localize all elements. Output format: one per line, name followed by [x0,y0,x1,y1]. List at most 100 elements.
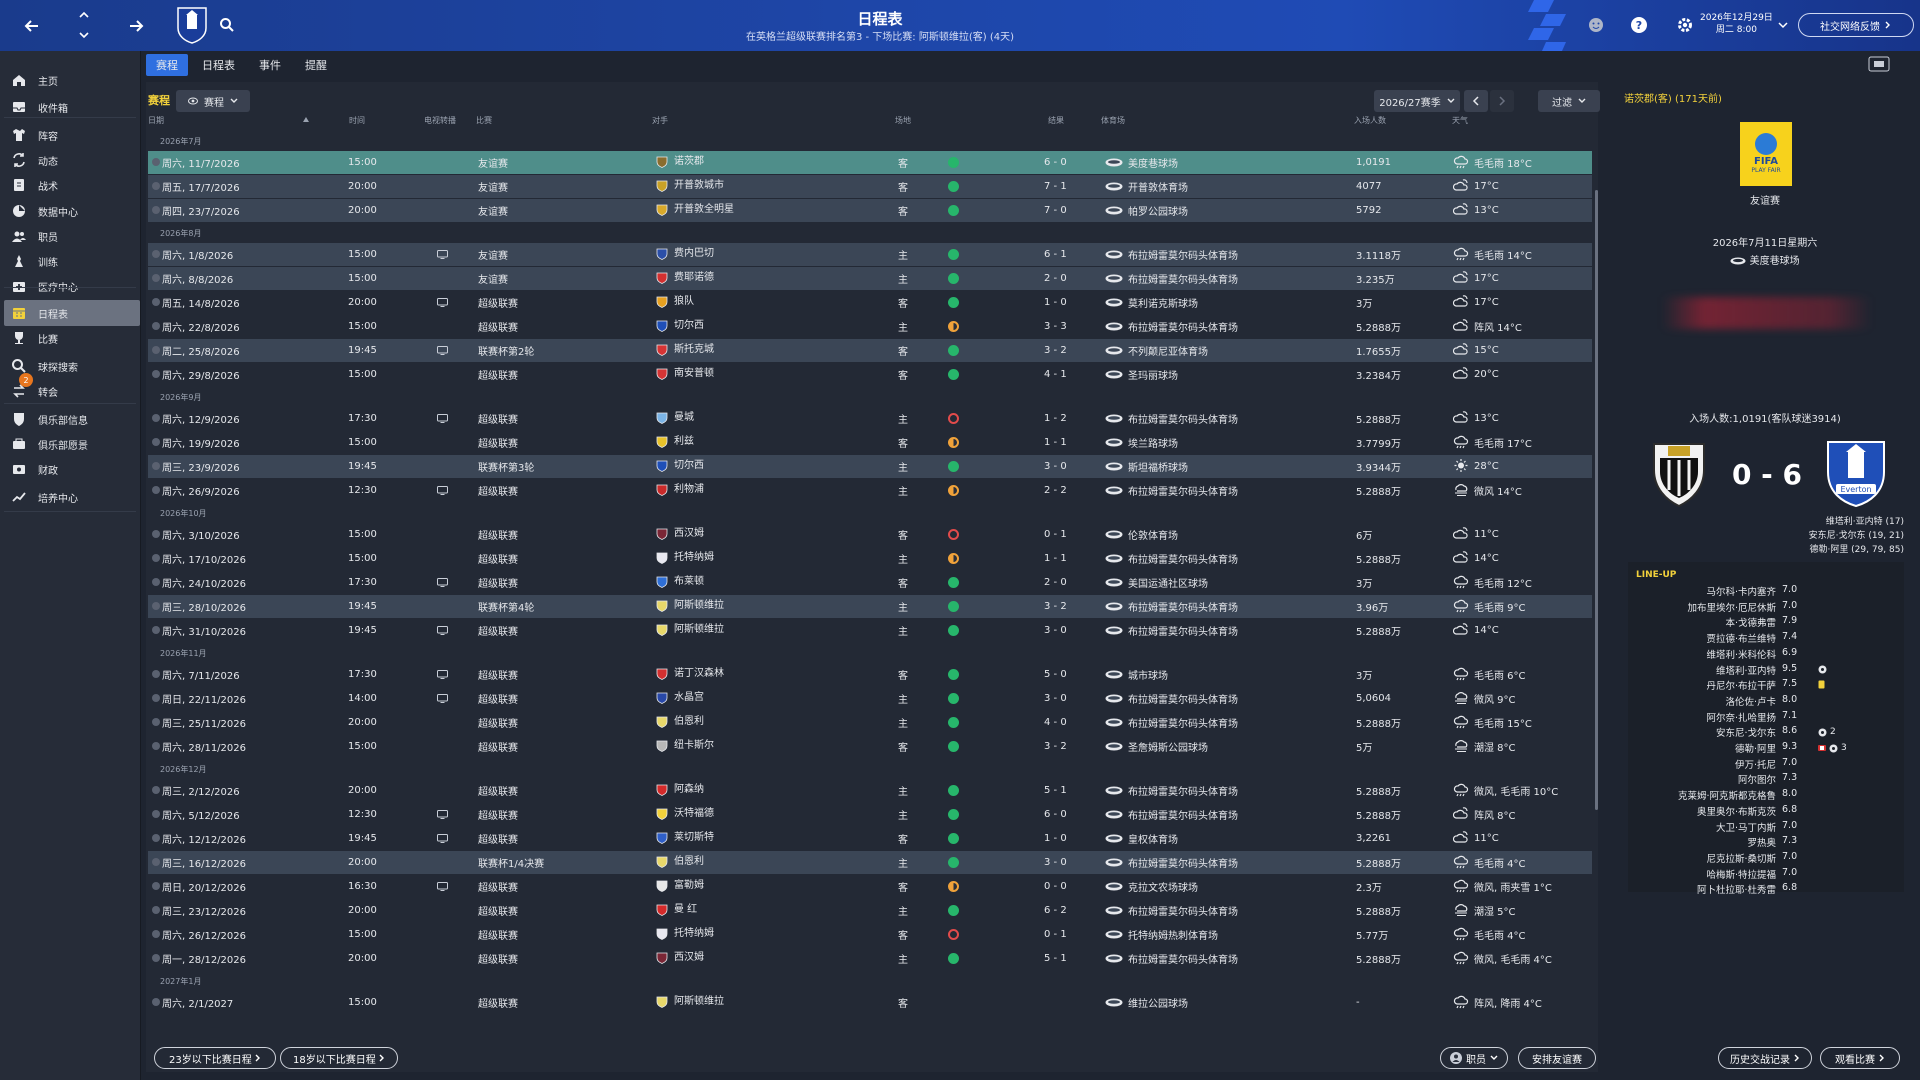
fixture-row[interactable]: 周六, 3/10/2026 15:00 超级联赛 西汉姆 客 0 - 1 伦敦体育场 6万 11… [148,523,1592,546]
fixture-competition[interactable]: 超级联赛 [478,999,518,1010]
sidebar-item-inbox[interactable]: 收件箱 [4,94,140,120]
fixture-competition[interactable]: 友谊赛 [478,275,508,286]
col-head-result[interactable]: 结果 [1048,116,1064,125]
fixture-competition[interactable]: 联赛杯第2轮 [478,347,535,358]
forward-button[interactable] [124,14,148,38]
fixture-score[interactable]: 0 - 1 [1044,929,1067,940]
fixture-score[interactable]: 5 - 1 [1044,953,1067,964]
fixture-opponent[interactable]: 曼 红 [674,904,698,915]
help-button[interactable]: ? [1628,14,1650,36]
sidebar-item-trophy[interactable]: 比赛 [4,325,140,351]
match-summary-title[interactable]: 诺茨郡(客) (171天前) [1624,94,1722,105]
col-head-competition[interactable]: 比赛 [476,116,492,125]
fixture-opponent[interactable]: 西汉姆 [674,952,704,963]
sidebar-item-shirt[interactable]: 阵容 [4,122,140,148]
view-dropdown[interactable]: 赛程 [176,90,250,112]
lineup-player-row[interactable]: 马尔科·卡内塞齐 7.0 [1628,584,1904,599]
row-select-dot[interactable] [152,370,160,378]
row-select-dot[interactable] [152,858,160,866]
fixture-score[interactable]: 6 - 0 [1044,809,1067,820]
fixture-score[interactable]: 6 - 1 [1044,249,1067,260]
fixture-competition[interactable]: 超级联赛 [478,907,518,918]
row-select-dot[interactable] [152,274,160,282]
fixture-opponent[interactable]: 托特纳姆 [674,928,714,939]
fixture-opponent[interactable]: 狼队 [674,296,694,307]
arrange-friendly-button[interactable]: 安排友谊赛 [1518,1047,1596,1069]
fixture-score[interactable]: 1 - 1 [1044,437,1067,448]
fixture-competition[interactable]: 超级联赛 [478,787,518,798]
fixture-opponent[interactable]: 富勒姆 [674,880,704,891]
fixture-score[interactable]: 6 - 0 [1044,157,1067,168]
fixture-score[interactable]: 5 - 0 [1044,669,1067,680]
row-select-dot[interactable] [152,694,160,702]
fixture-row[interactable]: 周六, 17/10/2026 15:00 超级联赛 托特纳姆 主 1 - 1 布拉姆雷莫尔码… [148,547,1592,570]
fixture-opponent[interactable]: 沃特福德 [674,808,714,819]
fixture-competition[interactable]: 超级联赛 [478,579,518,590]
lineup-player-row[interactable]: 阿卜杜拉耶·杜秀雷 6.8 [1628,882,1904,897]
fixture-score[interactable]: 1 - 0 [1044,297,1067,308]
fixture-competition[interactable]: 超级联赛 [478,555,518,566]
fixture-score[interactable]: 3 - 2 [1044,601,1067,612]
fixture-row[interactable]: 周六, 8/8/2026 15:00 友谊赛 费耶诺德 主 2 - 0 布拉姆雷莫尔码头体育… [148,267,1592,290]
row-select-dot[interactable] [152,322,160,330]
lineup-player-row[interactable]: 丹尼尔·布拉干萨 7.5 [1628,678,1904,693]
row-select-dot[interactable] [152,206,160,214]
sidebar-item-transfer[interactable]: 转会 2 [4,373,140,404]
fixture-row[interactable]: 周六, 12/12/2026 19:45 超级联赛 莱切斯特 客 1 - 0 皇权体育场 3,… [148,827,1592,850]
fixture-competition[interactable]: 超级联赛 [478,627,518,638]
fixture-opponent[interactable]: 利兹 [674,436,694,447]
fixture-opponent[interactable]: 阿斯顿维拉 [674,996,724,1007]
fixture-competition[interactable]: 友谊赛 [478,207,508,218]
fixture-competition[interactable]: 超级联赛 [478,835,518,846]
sidebar-item-staff[interactable]: 职员 [4,223,140,249]
away-team-crest[interactable]: Everton [1822,436,1890,508]
fixture-opponent[interactable]: 水晶宫 [674,692,704,703]
fixture-score[interactable]: 5 - 1 [1044,785,1067,796]
lineup-player-row[interactable]: 洛伦佐·卢卡 8.0 [1628,694,1904,709]
col-head-weather[interactable]: 天气 [1452,116,1468,125]
prev-season-button[interactable] [1464,90,1488,112]
sidebar-item-finance[interactable]: 财政 [4,456,140,482]
fixture-row[interactable]: 周六, 26/12/2026 15:00 超级联赛 托特纳姆 客 0 - 1 托特纳姆热刺体… [148,923,1592,946]
lineup-player-row[interactable]: 贾拉德·布兰维特 7.4 [1628,631,1904,646]
home-team-crest[interactable] [1650,438,1708,508]
back-button[interactable] [20,14,44,38]
fixture-score[interactable]: 3 - 0 [1044,625,1067,636]
tab-2[interactable]: 事件 [259,59,281,72]
lineup-player-row[interactable]: 本·戈德弗雷 7.9 [1628,615,1904,630]
fixture-row[interactable]: 周六, 29/8/2026 15:00 超级联赛 南安普顿 客 4 - 1 圣玛丽球场 3.2… [148,363,1592,386]
row-select-dot[interactable] [152,670,160,678]
search-button[interactable] [216,14,238,36]
fixture-opponent[interactable]: 伯恩利 [674,716,704,727]
row-select-dot[interactable] [152,626,160,634]
fixture-score[interactable]: 0 - 0 [1044,881,1067,892]
fixture-score[interactable]: 3 - 0 [1044,857,1067,868]
fixture-competition[interactable]: 超级联赛 [478,323,518,334]
fixture-competition[interactable]: 超级联赛 [478,371,518,382]
sidebar-item-data[interactable]: 数据中心 [4,198,140,224]
fixture-row[interactable]: 周日, 20/12/2026 16:30 超级联赛 富勒姆 客 0 - 0 克拉文农场球场 2… [148,875,1592,898]
sidebar-item-medical[interactable]: 医疗中心 [4,273,140,299]
lineup-player-row[interactable]: 维塔利·亚内特 9.5 [1628,663,1904,678]
fixture-row[interactable]: 周三, 16/12/2026 20:00 联赛杯1/4决赛 伯恩利 主 3 - 0 布拉姆雷… [148,851,1592,874]
fixture-score[interactable]: 4 - 0 [1044,717,1067,728]
staff-dropdown-button[interactable]: 职员 [1440,1047,1508,1069]
fixture-row[interactable]: 周六, 1/8/2026 15:00 友谊赛 费内巴切 主 6 - 1 布拉姆雷莫尔码头体育… [148,243,1592,266]
fixture-row[interactable]: 周三, 23/12/2026 20:00 超级联赛 曼 红 主 6 - 2 布拉姆雷莫尔码头… [148,899,1592,922]
row-select-dot[interactable] [152,602,160,610]
fixture-competition[interactable]: 联赛杯1/4决赛 [478,859,545,870]
fixture-opponent[interactable]: 布莱顿 [674,576,704,587]
fixture-score[interactable]: 7 - 1 [1044,181,1067,192]
col-head-opponent[interactable]: 对手 [652,116,668,125]
fixture-competition[interactable]: 超级联赛 [478,299,518,310]
fixture-score[interactable]: 4 - 1 [1044,369,1067,380]
fixture-opponent[interactable]: 费内巴切 [674,248,714,259]
row-select-dot[interactable] [152,786,160,794]
fixture-row[interactable]: 周三, 25/11/2026 20:00 超级联赛 伯恩利 主 4 - 0 布拉姆雷莫尔码头… [148,711,1592,734]
fixture-opponent[interactable]: 西汉姆 [674,528,704,539]
sidebar-item-calendar[interactable]: 日程表 [4,300,140,326]
row-select-dot[interactable] [152,438,160,446]
fixture-score[interactable]: 3 - 3 [1044,321,1067,332]
sidebar-item-shield[interactable]: 俱乐部信息 [4,406,140,432]
row-select-dot[interactable] [152,954,160,962]
